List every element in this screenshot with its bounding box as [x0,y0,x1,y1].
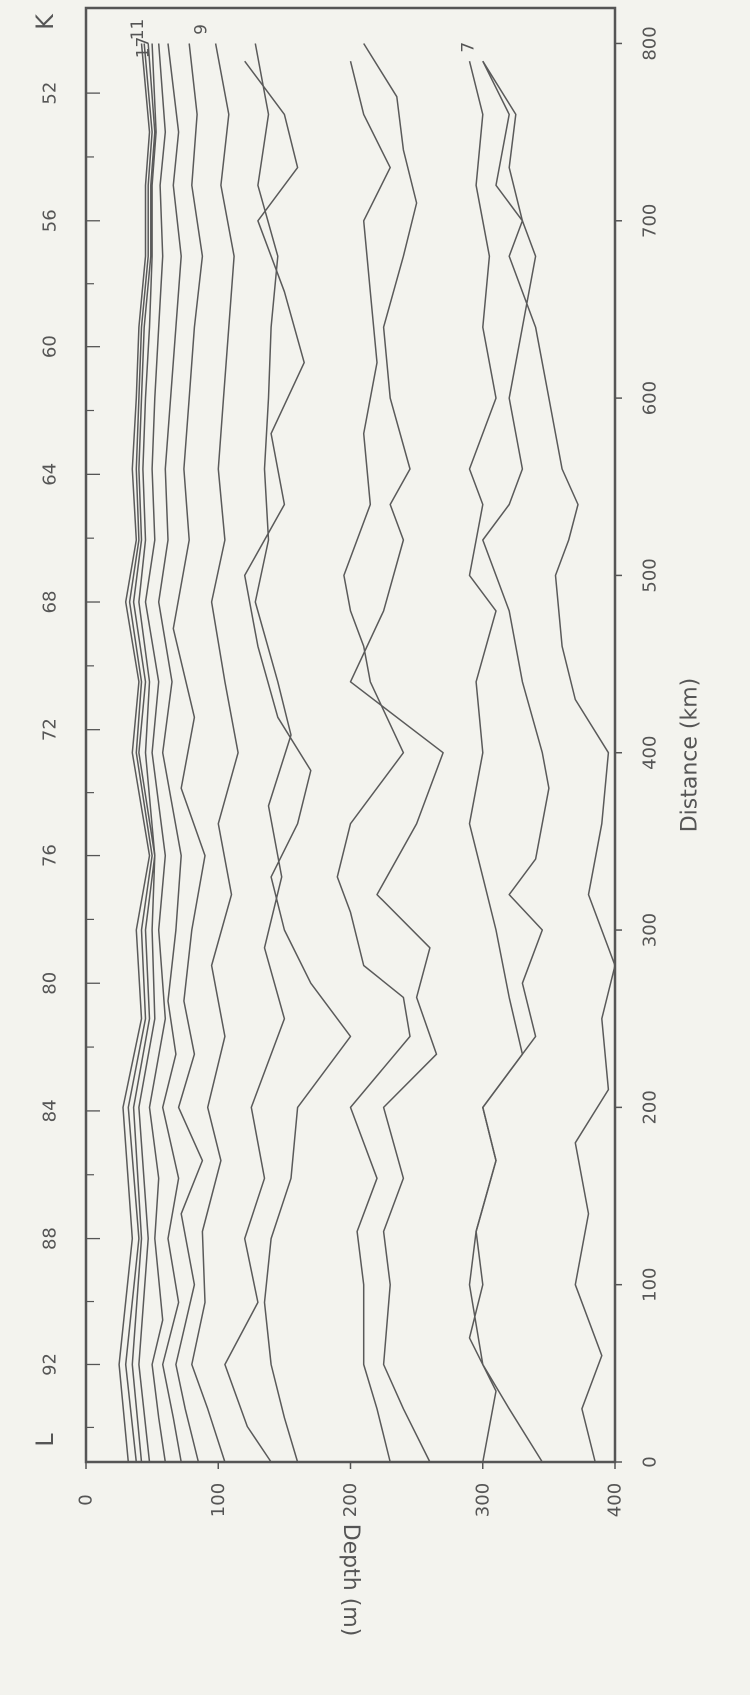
depth-tick-label: 200 [340,1483,361,1517]
distance-tick-label: 700 [640,204,661,238]
series-layer [118,43,616,1463]
station-tick-label: 76 [40,844,61,867]
depth-axis-label: Depth (m) [338,1524,363,1637]
station-tick-label: 84 [40,1099,61,1122]
station-tick-label: 80 [40,972,61,995]
station-tick-label: 60 [40,335,61,358]
depth-tick-label: 100 [208,1483,229,1517]
series-line-9 [224,43,292,1463]
series-line-7 [172,43,206,1463]
station-tick-label: 68 [40,591,61,614]
series-line-10 [243,60,352,1463]
contour-label: 7 [459,42,479,53]
series-line-11 [336,61,411,1463]
distance-tick-label: 100 [640,1268,661,1302]
series-line-12 [349,43,444,1463]
series-line-4 [138,43,157,1463]
series-line-2 [124,43,153,1463]
station-tick-label: 88 [40,1227,61,1250]
distance-tick-label: 800 [640,26,661,60]
series-line-5 [144,43,167,1463]
distance-tick-label: 0 [640,1456,661,1467]
station-start-label: L [31,1433,59,1447]
station-tick-label: 56 [40,209,61,232]
contour-label: 11 [128,19,148,41]
depth-tick-label: 400 [605,1483,626,1517]
series-line-8 [191,43,239,1463]
series-line-3 [131,43,156,1463]
depth-tick-label: 0 [76,1494,97,1505]
series-line-15 [482,60,616,1463]
distance-tick-label: 400 [640,736,661,770]
distance-tick-label: 600 [640,381,661,415]
axes-layer: 0 100 200 300 400 500 600 700 800 Distance (km) 0 1… [31,13,703,1636]
distance-tick-label: 500 [640,558,661,592]
contour-label: 17 [134,37,154,59]
station-tick-label: 92 [40,1353,61,1376]
distance-tick-label: 200 [640,1090,661,1124]
distance-tick-label: 300 [640,913,661,947]
depth-tick-label: 300 [472,1483,493,1517]
station-tick-label: 72 [40,718,61,741]
distance-axis-label: Distance (km) [678,678,703,833]
station-tick-label: 64 [40,463,61,486]
series-line-13 [468,61,524,1463]
series-line-14 [468,60,550,1463]
series-line-6 [157,43,182,1463]
station-tick-label: 52 [40,82,61,105]
series-line-1 [118,43,151,1463]
station-end-label: K [31,13,59,30]
contour-label: 9 [192,24,212,35]
